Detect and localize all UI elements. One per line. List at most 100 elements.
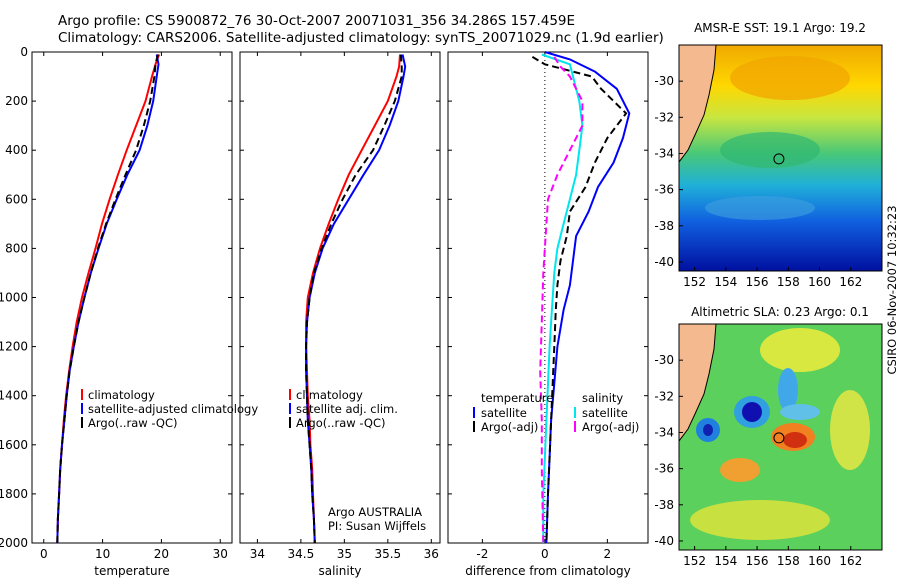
map-y-tick-label-0-0: -30 [654,74,674,88]
x-tick-label-0-0: 0 [40,547,48,561]
sla-yellow-3 [830,390,870,470]
x-tick-label-0-2: 20 [154,547,169,561]
map-x-tick-label-0-0: 152 [683,275,706,289]
map-y-tick-label-1-1: -32 [654,389,674,403]
map-y-tick-label-0-2: -34 [654,146,674,160]
sst-map-frame [678,44,883,272]
y-tick-label-6: 1200 [0,340,28,354]
legend-title-temperature: temperature [481,391,553,405]
sla-red-1 [783,432,807,448]
series-line-1-2 [305,54,403,544]
x-tick-label-1-4: 36 [424,547,439,561]
series-line-0-0 [56,54,161,544]
map-y-tick-label-1-0: -30 [654,353,674,367]
map-y-tick-label-1-5: -40 [654,534,674,548]
map-x-tick-label-0-1: 154 [714,275,737,289]
x-axis-label-1: salinity [318,564,361,578]
legend-label-0-2: Argo(..raw -QC) [88,416,178,430]
sla-yellow-1 [760,328,840,372]
legend-label-0-0: climatology [88,388,155,402]
legend-label-0-1: satellite-adjusted climatology [88,402,258,416]
sst-map: AMSR-E SST: 19.1 Argo: 19.2 152 154 156 158… [654,21,883,289]
sla-map-title: Altimetric SLA: 0.23 Argo: 0.1 [691,305,869,319]
y-tick-label-9: 1800 [0,487,28,501]
series-line-2-0 [544,51,631,544]
y-tick-label-10: 2000 [0,536,28,550]
map-y-tick-label-0-1: -32 [654,110,674,124]
salinity-panel: 34 34.5 35 35.5 36 salinity climatologysatelli… [239,51,441,578]
sla-yellow-2 [690,500,830,540]
sst-argo-marker [773,153,785,165]
annotation-1: PI: Susan Wijffels [328,519,426,533]
y-tick-label-0: 0 [20,45,28,59]
series-line-1-0 [305,54,401,544]
x-tick-label-1-0: 34 [250,547,265,561]
panel-frame-2 [447,51,649,544]
legend-title-salinity: salinity [582,391,623,405]
sla-land [679,324,717,442]
sla-argo-marker [773,432,785,444]
panel-frame-1 [239,51,441,544]
map-x-tick-label-0-5: 162 [839,275,862,289]
x-axis-label-0: temperature [94,564,169,578]
title-line-2: Climatology: CARS2006. Satellite-adjuste… [58,30,664,46]
panel-frame-0 [31,51,233,544]
sla-blue-2 [703,424,713,436]
legend-label-1-2: Argo(..raw -QC) [296,416,386,430]
x-tick-label-2-2: 2 [604,547,612,561]
map-x-tick-label-0-3: 158 [777,275,800,289]
legend-label-sal-1: Argo(-adj) [582,420,639,434]
x-tick-label-2-1: 0 [541,547,549,561]
series-line-0-1 [56,54,160,544]
y-tick-label-7: 1400 [0,389,28,403]
map-y-tick-label-0-3: -36 [654,183,674,197]
map-y-tick-label-1-3: -36 [654,462,674,476]
sla-cyan-2 [778,368,798,412]
legend-label-1-0: climatology [296,388,363,402]
y-tick-label-3: 600 [5,192,28,206]
series-line-2-3 [539,56,584,544]
sla-orange-2 [720,458,760,482]
x-tick-label-1-2: 35 [337,547,352,561]
y-tick-label-8: 1600 [0,438,28,452]
y-tick-label-4: 800 [5,241,28,255]
difference-panel: -2 0 2 difference from climatology temperatu… [447,51,649,578]
sla-blue-1 [742,402,762,422]
x-tick-label-0-1: 10 [95,547,110,561]
sst-map-title: AMSR-E SST: 19.1 Argo: 19.2 [694,21,866,35]
y-tick-label-1: 200 [5,94,28,108]
sla-map: Altimetric SLA: 0.23 Argo: 0.1 152 154 156… [654,305,883,568]
sla-map-frame [678,323,883,551]
legend-label-temp-1: Argo(-adj) [481,420,538,434]
map-x-tick-label-1-1: 154 [714,554,737,568]
annotation-0: Argo AUSTRALIA [328,505,422,519]
x-axis-label-2: difference from climatology [465,564,631,578]
map-y-tick-label-1-2: -34 [654,425,674,439]
map-x-tick-label-1-0: 152 [683,554,706,568]
map-x-tick-label-0-2: 156 [746,275,769,289]
sst-land [679,45,717,163]
legend-label-sal-0: satellite [582,406,628,420]
y-tick-label-2: 400 [5,143,28,157]
x-tick-label-2-0: -2 [476,547,488,561]
legend-label-1-1: satellite adj. clim. [296,402,398,416]
x-tick-label-0-3: 30 [213,547,228,561]
map-x-tick-label-1-4: 160 [808,554,831,568]
map-x-tick-label-1-5: 162 [839,554,862,568]
x-tick-label-1-3: 35.5 [374,547,401,561]
map-x-tick-label-0-4: 160 [808,275,831,289]
temperature-panel: 0 200 400 600 800 1000 1200 1400 1600 1800 2000 0 10… [0,45,258,578]
map-y-tick-label-0-5: -40 [654,255,674,269]
legend-label-temp-0: satellite [481,406,527,420]
map-x-tick-label-1-2: 156 [746,554,769,568]
credit-text: CSIRO 06-Nov-2007 10:32:23 [885,205,899,374]
map-x-tick-label-1-3: 158 [777,554,800,568]
sla-cyan-4 [780,404,820,420]
y-tick-label-5: 1000 [0,291,28,305]
series-line-2-1 [531,56,628,544]
series-line-0-2 [56,54,159,544]
title-line-1: Argo profile: CS 5900872_76 30-Oct-2007 … [58,13,575,29]
sst-green-patch [720,132,820,168]
map-y-tick-label-0-4: -38 [654,219,674,233]
